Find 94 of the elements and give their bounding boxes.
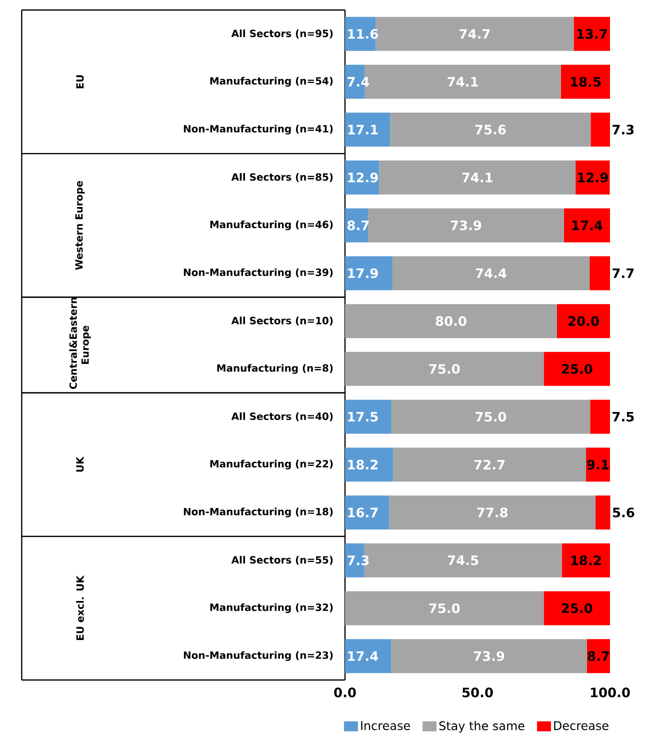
bar <box>345 352 544 386</box>
bar <box>345 256 392 290</box>
y-tick-label: All Sectors (n=55) <box>231 556 333 565</box>
y-tick-label: All Sectors (n=85) <box>231 173 333 182</box>
data-label: 5.6 <box>612 508 634 518</box>
bar <box>560 64 610 99</box>
bar <box>590 112 610 147</box>
data-label: 20.0 <box>568 316 599 326</box>
legend-label: Decrease <box>554 721 608 730</box>
data-label: 12.9 <box>348 172 378 182</box>
data-label: 16.7 <box>348 508 378 518</box>
bar <box>345 400 392 434</box>
data-label: 8.7 <box>348 220 369 230</box>
data-label: 75.6 <box>475 124 506 135</box>
data-label: 17.9 <box>348 268 378 278</box>
bar <box>391 639 587 674</box>
data-label: 80.0 <box>436 316 466 326</box>
data-label: 7.7 <box>612 268 634 278</box>
bar <box>544 591 610 626</box>
bar <box>557 304 610 338</box>
bar <box>379 160 576 195</box>
text: UK <box>76 456 84 472</box>
data-label: 7.4 <box>348 77 370 86</box>
data-label: 74.4 <box>476 268 506 278</box>
bar <box>345 160 380 195</box>
data-label: 8.7 <box>588 651 609 661</box>
bar <box>562 543 610 578</box>
bar <box>345 16 376 51</box>
x-tick-label: 50.0 <box>462 688 493 698</box>
data-label: 25.0 <box>562 364 592 374</box>
data-label: 75.0 <box>429 603 460 614</box>
bar <box>345 448 394 482</box>
data-label: 17.5 <box>348 412 378 422</box>
y-tick-label: All Sectors (n=40) <box>231 412 333 422</box>
bar <box>389 496 596 530</box>
bar <box>392 256 590 290</box>
y-tick-label: Non-Manufacturing (n=39) <box>184 268 333 278</box>
data-label: 7.3 <box>348 555 369 566</box>
x-tick-label: 100.0 <box>590 688 630 698</box>
data-label: 11.6 <box>348 29 378 39</box>
y-tick-label: Manufacturing (n=22) <box>210 460 333 470</box>
y-tick-label: Non-Manufacturing (n=18) <box>184 508 333 518</box>
data-label: 13.7 <box>577 29 607 39</box>
bar <box>393 448 586 482</box>
data-label: 72.7 <box>474 460 505 470</box>
text: EU <box>76 75 84 88</box>
data-label: 74.1 <box>462 172 492 182</box>
y-tick-label: Manufacturing (n=8) <box>217 364 333 374</box>
data-label: 17.4 <box>348 651 378 661</box>
bar <box>345 639 392 674</box>
bar <box>390 112 591 147</box>
bar <box>345 496 390 530</box>
data-label: 18.5 <box>570 76 601 87</box>
data-label: 17.1 <box>348 124 378 134</box>
y-tick-label: Manufacturing (n=32) <box>210 603 333 614</box>
data-label: 18.2 <box>571 555 601 566</box>
bar <box>564 208 610 242</box>
data-label: 25.0 <box>562 603 592 614</box>
data-label: 75.0 <box>429 364 460 374</box>
y-tick-label: Manufacturing (n=46) <box>210 220 333 230</box>
y-tick-label: Non-Manufacturing (n=23) <box>184 651 333 661</box>
text: Central&Eastern Europe <box>69 298 91 389</box>
data-label: 7.3 <box>612 124 634 135</box>
y-tick-label: Non-Manufacturing (n=41) <box>184 124 333 135</box>
y-tick-label: All Sectors (n=95) <box>231 29 333 38</box>
bar <box>590 256 610 290</box>
data-label: 73.9 <box>474 651 504 661</box>
y-tick-label: All Sectors (n=10) <box>231 316 333 326</box>
bar <box>595 496 610 530</box>
bar <box>345 591 544 626</box>
text: EU excl. UK <box>76 575 84 640</box>
legend-label: Increase <box>361 721 410 730</box>
data-label: 7.5 <box>612 412 634 422</box>
bar <box>590 400 610 434</box>
data-label: 75.0 <box>476 412 506 422</box>
x-tick-label: 0.0 <box>334 688 356 698</box>
text: Western Europe <box>75 180 85 270</box>
bar <box>544 352 610 386</box>
data-label: 9.1 <box>587 460 609 470</box>
data-label: 74.7 <box>460 29 490 39</box>
bar <box>345 112 390 147</box>
data-label: 17.4 <box>572 220 602 230</box>
bar <box>345 304 558 338</box>
data-label: 74.1 <box>448 77 478 86</box>
data-label: 73.9 <box>450 220 482 230</box>
data-label: 18.2 <box>348 460 378 470</box>
data-label: 12.9 <box>578 172 608 182</box>
bar <box>574 16 610 51</box>
y-tick-label: Manufacturing (n=54) <box>210 76 333 87</box>
bar <box>391 400 590 434</box>
data-label: 74.5 <box>448 556 478 566</box>
data-label: 77.8 <box>477 508 508 518</box>
legend-label: Stay the same <box>439 721 524 733</box>
bar <box>368 208 564 242</box>
